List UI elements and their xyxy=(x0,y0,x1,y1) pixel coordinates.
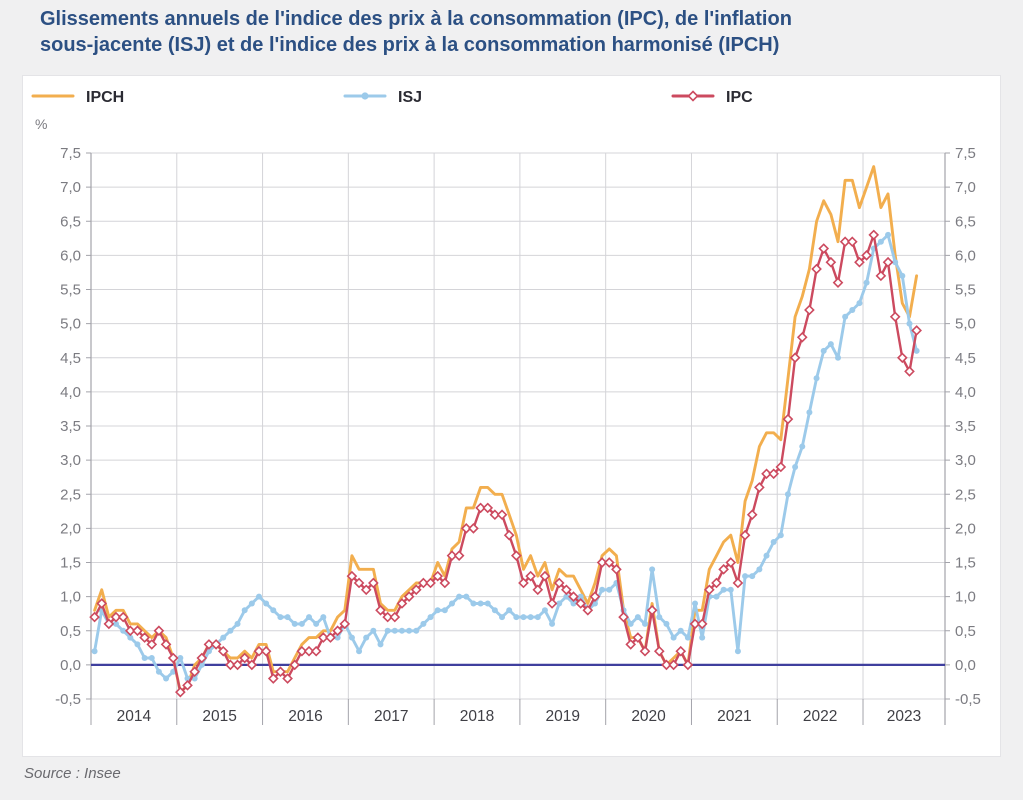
svg-text:6,5: 6,5 xyxy=(955,213,976,230)
svg-text:0,0: 0,0 xyxy=(60,657,81,674)
chart-plot-area[interactable]: -0,5 -0,5 0,0 0,0 0,5 0,5 1,0 1,0 1,5 1,5 2,0 2,0 2,… xyxy=(23,76,1002,758)
svg-text:7,5: 7,5 xyxy=(955,145,976,162)
svg-text:3,5: 3,5 xyxy=(60,418,81,435)
svg-text:7,0: 7,0 xyxy=(60,179,81,196)
svg-text:5,5: 5,5 xyxy=(955,282,976,299)
svg-text:2020: 2020 xyxy=(631,708,666,725)
y-gridlines-and-labels: -0,5 -0,5 0,0 0,0 0,5 0,5 1,0 1,0 1,5 1,5 2,0 2,0 2,… xyxy=(55,145,981,708)
ipch-line-icon xyxy=(31,88,75,109)
svg-text:5,5: 5,5 xyxy=(60,282,81,299)
svg-text:4,0: 4,0 xyxy=(60,384,81,401)
svg-text:2014: 2014 xyxy=(117,708,152,725)
legend-label-ipc: IPC xyxy=(726,89,753,106)
ipc-line-diamond-icon xyxy=(671,88,715,109)
svg-text:2018: 2018 xyxy=(460,708,494,725)
legend-item-ipc[interactable]: IPC xyxy=(671,87,753,109)
svg-text:2022: 2022 xyxy=(803,708,837,725)
svg-text:5,0: 5,0 xyxy=(60,316,81,333)
svg-text:1,5: 1,5 xyxy=(955,555,976,572)
svg-text:6,0: 6,0 xyxy=(955,247,976,264)
svg-text:2015: 2015 xyxy=(202,708,236,725)
svg-text:2017: 2017 xyxy=(374,708,408,725)
svg-text:7,0: 7,0 xyxy=(955,179,976,196)
svg-text:2,5: 2,5 xyxy=(955,486,976,503)
svg-text:0,5: 0,5 xyxy=(60,623,81,640)
svg-text:5,0: 5,0 xyxy=(955,316,976,333)
legend-item-ipch[interactable]: IPCH xyxy=(31,87,124,109)
source-note: Source : Insee xyxy=(24,765,121,782)
y-axis-unit-label: % xyxy=(35,116,48,132)
svg-text:2,0: 2,0 xyxy=(955,520,976,537)
page-title: Glissements annuels de l'indice des prix… xyxy=(40,6,990,58)
svg-text:4,5: 4,5 xyxy=(60,350,81,367)
page-title-line2: sous-jacente (ISJ) et de l'indice des pr… xyxy=(40,34,780,56)
svg-text:6,5: 6,5 xyxy=(60,213,81,230)
page-title-line1: Glissements annuels de l'indice des prix… xyxy=(40,8,792,30)
svg-text:2016: 2016 xyxy=(288,708,322,725)
legend-label-isj: ISJ xyxy=(398,89,423,106)
svg-text:1,5: 1,5 xyxy=(60,555,81,572)
legend-label-ipch: IPCH xyxy=(86,89,125,106)
svg-text:7,5: 7,5 xyxy=(60,145,81,162)
legend-item-isj[interactable]: ISJ xyxy=(343,87,422,109)
x-year-labels: 2014 2015 2016 2017 2018 2019 2020 2021 2022 2023 xyxy=(117,708,922,725)
svg-text:0,5: 0,5 xyxy=(955,623,976,640)
svg-text:2021: 2021 xyxy=(717,708,751,725)
svg-text:3,0: 3,0 xyxy=(60,452,81,469)
chart-card: IPCH ISJ IPC % -0,5 -0,5 0,0 0,0 0,5 0,5 1,0 1,… xyxy=(22,75,1001,757)
svg-text:1,0: 1,0 xyxy=(60,589,81,606)
svg-text:2019: 2019 xyxy=(546,708,580,725)
chart-legend: IPCH ISJ IPC xyxy=(23,87,1000,109)
svg-text:2023: 2023 xyxy=(887,708,921,725)
svg-text:3,5: 3,5 xyxy=(955,418,976,435)
svg-text:3,0: 3,0 xyxy=(955,452,976,469)
series-ipc xyxy=(89,229,922,698)
svg-text:2,0: 2,0 xyxy=(60,520,81,537)
svg-text:2,5: 2,5 xyxy=(60,486,81,503)
svg-text:4,0: 4,0 xyxy=(955,384,976,401)
isj-line-dot-icon xyxy=(343,88,387,109)
svg-text:4,5: 4,5 xyxy=(955,350,976,367)
x-gridlines-and-ticks xyxy=(90,153,946,725)
svg-text:-0,5: -0,5 xyxy=(955,691,981,708)
svg-text:6,0: 6,0 xyxy=(60,247,81,264)
svg-text:-0,5: -0,5 xyxy=(55,691,81,708)
svg-text:1,0: 1,0 xyxy=(955,589,976,606)
series-ipch xyxy=(93,165,919,694)
svg-text:0,0: 0,0 xyxy=(955,657,976,674)
series-isj xyxy=(91,231,920,682)
